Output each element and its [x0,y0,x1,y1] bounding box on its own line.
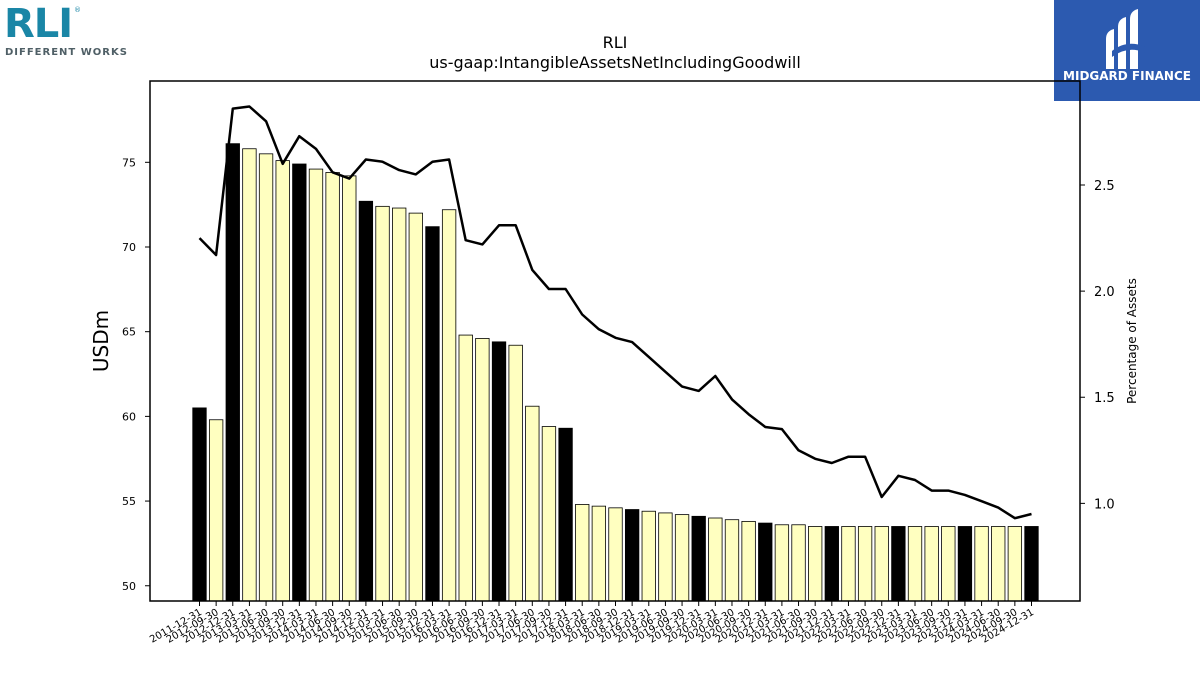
bar [392,207,407,602]
bar [308,168,324,602]
rli-logo: RLI ® DIFFERENT WORKS [4,4,144,64]
x-axis-ticks: 2011-12-312012-09-302012-12-312013-03-31… [148,601,1036,646]
bar [758,522,773,602]
y-tick-label: 65 [122,326,136,339]
bar [957,526,973,602]
bar [691,515,706,602]
bar [441,209,457,602]
y-tick-label: 70 [122,241,136,254]
bar [325,172,340,602]
bar [991,526,1006,602]
rli-tagline: DIFFERENT WORKS [5,47,128,58]
rli-logo-text: RLI [4,1,73,47]
y-tick-label: 60 [122,410,136,423]
line-series [198,105,1032,520]
bar [292,163,307,602]
bar [1024,526,1039,602]
y-tick-label: 50 [122,580,136,593]
y2-tick-label: 1.5 [1094,391,1115,406]
bar [575,504,590,602]
chart-title: RLI [603,33,628,52]
y-axis-label: USDm [89,310,113,372]
bar [458,334,473,602]
percentage-line [198,105,1032,520]
bar [525,405,540,602]
bar [857,526,873,602]
bar [225,143,240,602]
bar [491,341,507,602]
bar [824,526,839,602]
registered-mark: ® [74,6,81,14]
bar [641,510,656,602]
bar [275,160,290,602]
y2-tick-label: 2.5 [1094,179,1115,194]
bar [974,526,989,602]
bar [358,200,374,602]
y2-tick-label: 2.0 [1094,285,1115,300]
y-tick-label: 55 [122,495,136,508]
midgard-mark-icon [1106,9,1146,69]
bar [1007,526,1023,602]
bar [791,524,806,602]
bar [724,519,740,602]
bar [475,338,490,602]
bar [408,212,423,602]
bar [907,526,923,602]
bar [541,426,557,602]
bar-series [192,143,1039,602]
bar [941,526,956,602]
y-axis-ticks: 50 55 60 65 70 75 [122,156,150,593]
midgard-brand-text: MIDGARD FINANCE [1063,69,1191,83]
bar [425,226,440,602]
y2-axis-label: Percentage of Assets [1125,278,1139,404]
bar [891,526,906,602]
bar [508,344,523,602]
y-tick-label: 75 [122,156,136,169]
bar [208,419,224,602]
bar [342,175,357,602]
bar [624,509,640,602]
bar [924,526,939,602]
chart-subtitle: us-gaap:IntangibleAssetsNetIncludingGood… [429,53,801,72]
bar [658,512,673,602]
bar [192,407,207,602]
bar [242,148,257,602]
y2-axis-ticks: 1.0 1.5 2.0 2.5 [1080,179,1115,512]
bar [874,526,889,602]
bar [841,526,856,602]
bar [375,205,390,602]
bar [674,514,690,602]
bar [708,517,723,602]
bar [558,427,573,602]
bar [591,505,607,602]
plot-frame [149,80,1081,602]
bar [774,524,790,602]
midgard-finance-logo: MIDGARD FINANCE [1054,0,1200,101]
bar [741,520,756,602]
bar [258,153,274,602]
bar [808,526,823,602]
y2-tick-label: 1.0 [1094,497,1115,512]
bar [608,507,623,602]
